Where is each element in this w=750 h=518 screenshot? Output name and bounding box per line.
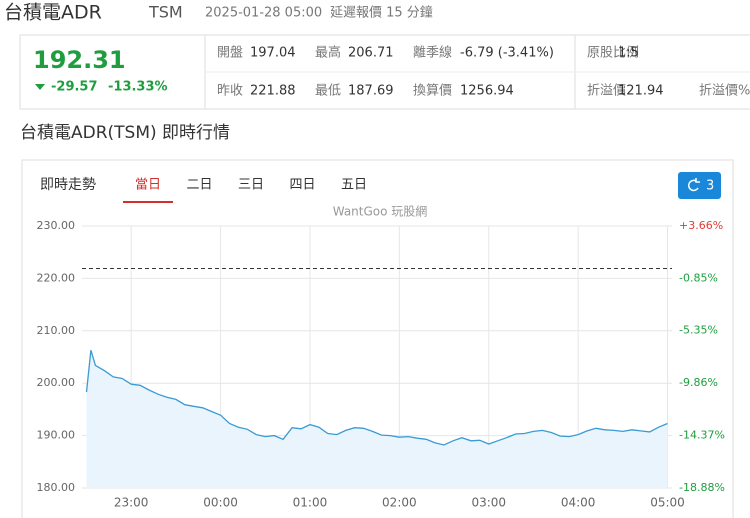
y2-tick-label: -14.37%: [679, 429, 725, 442]
stat-value: 187.69: [348, 84, 394, 99]
y-tick-label: 200.00: [37, 376, 76, 389]
refresh-count: 3: [706, 179, 714, 194]
y2-tick-label: -9.86%: [679, 376, 718, 389]
stock-symbol: TSM: [148, 3, 183, 22]
stat-label: 換算價: [413, 84, 452, 99]
refresh-button[interactable]: [678, 172, 721, 199]
area-fill: [86, 350, 668, 488]
price: 192.31: [33, 46, 126, 74]
price-line: [85, 350, 668, 446]
change-pct: -13.33%: [108, 80, 168, 95]
stat-label: 最低: [315, 84, 341, 99]
stat-label: 最高: [315, 45, 341, 61]
down-arrow: [35, 84, 45, 90]
panel-heading: 即時走勢: [40, 177, 96, 193]
y2-tick-label: -5.35%: [679, 324, 718, 337]
stock-title: 台積電ADR: [4, 2, 102, 24]
stat-value: 206.71: [348, 46, 394, 61]
y-tick-label: 230.00: [37, 219, 76, 232]
stat-value: 221.88: [250, 84, 296, 99]
stat-label: 開盤: [217, 46, 243, 61]
tab[interactable]: 當日: [135, 178, 161, 193]
section-title: 台積電ADR(TSM) 即時行情: [20, 123, 230, 143]
stat-value: 197.04: [250, 46, 296, 61]
y-tick-label: 180.00: [37, 481, 76, 494]
x-tick-label: 05:00: [650, 496, 685, 510]
stat-label: 折溢價%: [699, 84, 750, 99]
stat-value: 1256.94: [460, 84, 514, 99]
x-tick-label: 02:00: [382, 496, 417, 510]
x-tick-label: 04:00: [561, 496, 596, 510]
tab[interactable]: 二日: [186, 178, 212, 193]
y-tick-label: 210.00: [37, 324, 76, 337]
y2-tick-label: -18.88%: [679, 481, 725, 494]
x-tick-label: 23:00: [114, 496, 149, 510]
stat-value: 1:5: [618, 46, 639, 61]
refresh-icon: [687, 178, 700, 192]
watermark: WantGoo 玩股網: [333, 205, 428, 219]
y-tick-label: 220.00: [37, 271, 76, 284]
stat-label: 昨收: [217, 84, 243, 99]
tab[interactable]: 四日: [289, 178, 315, 193]
datetime: 2025-01-28 05:00: [205, 6, 322, 21]
x-tick-label: 03:00: [471, 496, 506, 510]
stat-label: 折溢價: [587, 84, 626, 99]
change: -29.57: [51, 80, 98, 95]
y2-tick-label: -0.85%: [679, 271, 718, 284]
delay-note: 延遲報價 15 分鐘: [330, 5, 433, 21]
stat-value: -6.79 (-3.41%): [460, 46, 554, 61]
stat-label: 原股比例: [587, 46, 639, 61]
y-tick-label: 190.00: [37, 429, 76, 442]
stat-label: 離季線: [413, 45, 452, 61]
tab[interactable]: 三日: [238, 178, 264, 193]
stat-value: 121.94: [618, 84, 664, 99]
x-tick-label: 01:00: [293, 496, 328, 510]
tab[interactable]: 五日: [341, 178, 367, 193]
y2-tick-label: +3.66%: [679, 219, 723, 232]
x-tick-label: 00:00: [203, 496, 238, 510]
